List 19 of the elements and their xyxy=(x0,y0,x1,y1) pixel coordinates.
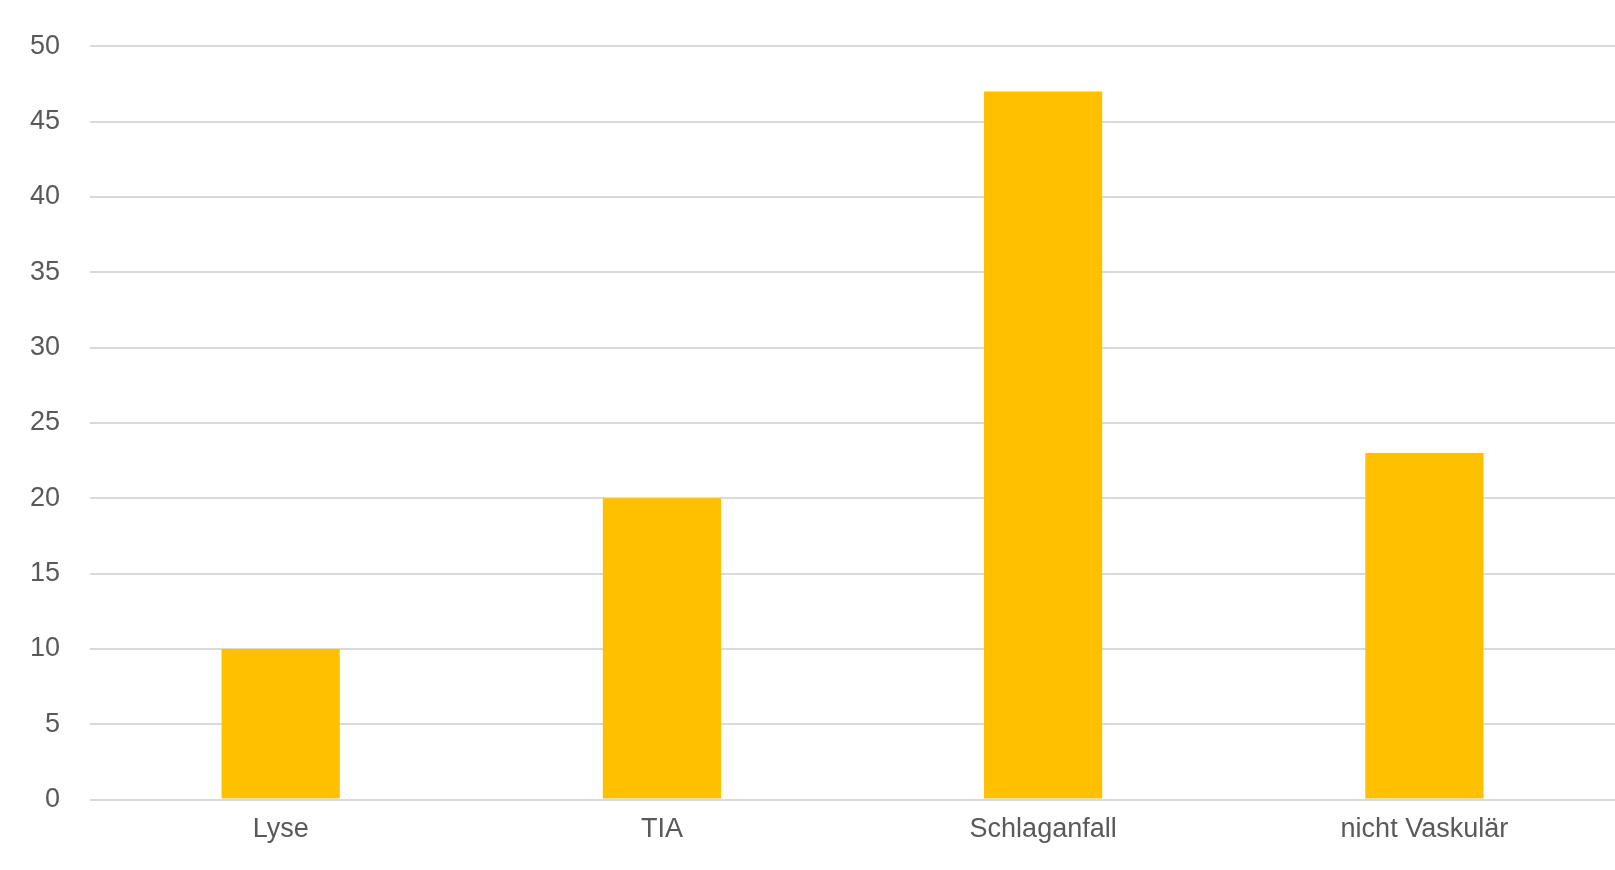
y-tick-label: 10 xyxy=(29,632,61,663)
y-tick-label: 0 xyxy=(45,783,61,814)
x-tick-label: Lyse xyxy=(252,813,309,844)
y-tick-label: 30 xyxy=(29,331,61,362)
y-tick-label: 5 xyxy=(45,707,61,738)
y-tick-label: 40 xyxy=(29,180,61,211)
y-tick-label: 35 xyxy=(29,255,61,286)
x-tick-label: TIA xyxy=(640,813,683,844)
y-tick-label: 50 xyxy=(29,29,61,60)
y-tick-label: 25 xyxy=(29,406,61,437)
bar xyxy=(221,648,340,799)
x-tick-label: nicht Vaskulär xyxy=(1340,813,1509,844)
bar xyxy=(602,498,721,799)
bar xyxy=(1365,453,1484,799)
x-tick-label: Schlaganfall xyxy=(969,813,1117,844)
y-tick-label: 20 xyxy=(29,481,61,512)
y-tick-label: 15 xyxy=(29,557,61,588)
y-tick-label: 45 xyxy=(29,104,61,135)
bar xyxy=(984,91,1103,799)
